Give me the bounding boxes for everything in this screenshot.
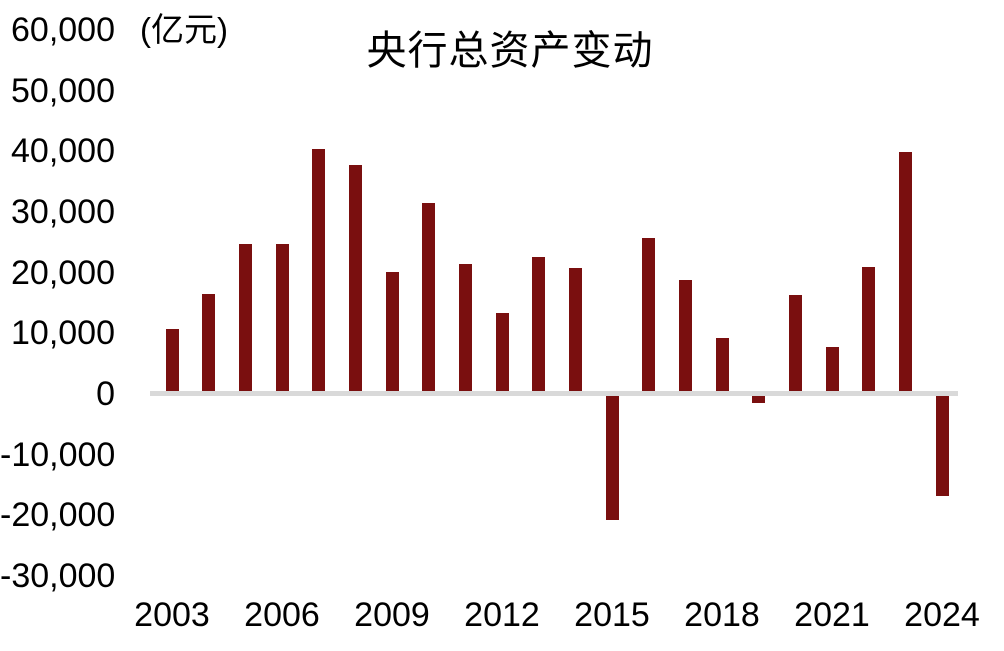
x-axis-tick-label: 2024 bbox=[904, 596, 980, 634]
bar-2016 bbox=[642, 238, 656, 394]
bar-2021 bbox=[825, 346, 839, 394]
bar-2024 bbox=[935, 394, 949, 496]
x-axis-tick-label: 2006 bbox=[244, 596, 320, 634]
bar-2006 bbox=[275, 244, 289, 394]
bar-2011 bbox=[458, 264, 472, 394]
y-axis-tick-label: 30,000 bbox=[11, 192, 115, 231]
bar-2009 bbox=[385, 271, 399, 394]
bar-2008 bbox=[348, 165, 362, 394]
bar-2015 bbox=[605, 394, 619, 521]
bar-2012 bbox=[495, 312, 509, 394]
x-axis-tick-label: 2021 bbox=[794, 596, 870, 634]
y-axis-tick-label: 50,000 bbox=[11, 71, 115, 110]
y-axis-tick-label: -10,000 bbox=[0, 435, 116, 474]
bar-2023 bbox=[898, 151, 912, 394]
chart-title: 央行总资产变动 bbox=[366, 29, 654, 73]
y-axis-tick-label: 10,000 bbox=[11, 314, 115, 353]
y-axis-tick-label: -20,000 bbox=[0, 496, 116, 535]
y-axis-tick-label: -30,000 bbox=[0, 557, 116, 596]
bar-2017 bbox=[678, 279, 692, 394]
x-axis-tick-label: 2012 bbox=[464, 596, 540, 634]
x-axis-tick-label: 2003 bbox=[134, 596, 210, 634]
bar-2005 bbox=[238, 244, 252, 394]
y-axis-tick-label: 60,000 bbox=[11, 10, 115, 49]
bar-2020 bbox=[788, 295, 802, 394]
bar-2010 bbox=[422, 202, 436, 394]
y-axis-tick-label: 40,000 bbox=[11, 132, 115, 171]
bar-2014 bbox=[568, 267, 582, 394]
bar-2013 bbox=[532, 257, 546, 394]
bar-2003 bbox=[165, 329, 179, 394]
bar-2018 bbox=[715, 338, 729, 394]
y-axis-tick-label: 0 bbox=[96, 375, 115, 413]
bar-2019 bbox=[752, 394, 766, 404]
x-axis-line bbox=[150, 391, 958, 396]
y-axis-unit-label: (亿元) bbox=[140, 11, 228, 48]
x-axis-tick-label: 2018 bbox=[684, 596, 760, 634]
x-axis-tick-label: 2015 bbox=[574, 596, 650, 634]
x-axis-tick-label: 2009 bbox=[354, 596, 430, 634]
bar-2007 bbox=[312, 148, 326, 394]
bar-2004 bbox=[202, 293, 216, 394]
y-axis-tick-label: 20,000 bbox=[11, 253, 115, 292]
bar-2022 bbox=[862, 266, 876, 394]
